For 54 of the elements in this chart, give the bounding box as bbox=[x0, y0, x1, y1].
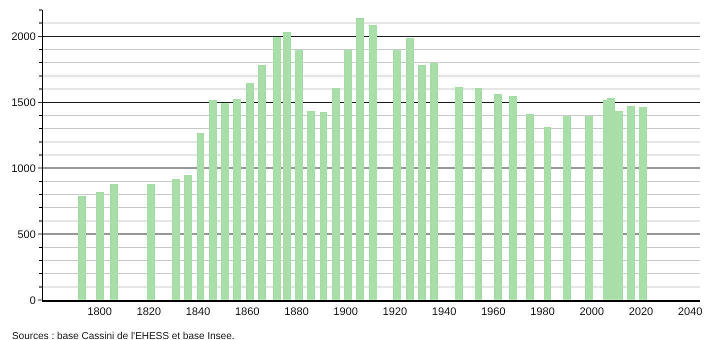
bar bbox=[430, 63, 438, 300]
x-tick-label: 1900 bbox=[333, 306, 358, 318]
x-tick-label: 1800 bbox=[87, 306, 112, 318]
y-tick-label: 1000 bbox=[11, 163, 36, 176]
bar bbox=[307, 111, 315, 300]
bar bbox=[475, 88, 482, 300]
bar bbox=[563, 116, 571, 300]
x-tick-label: 1960 bbox=[481, 306, 506, 318]
x-tick-label: 1820 bbox=[136, 306, 162, 318]
bar bbox=[455, 87, 463, 300]
bar bbox=[494, 94, 502, 300]
bar bbox=[585, 116, 593, 300]
x-tick-label: 1980 bbox=[530, 306, 555, 318]
bar bbox=[78, 196, 86, 300]
bar bbox=[627, 106, 635, 300]
x-tick-label: 1920 bbox=[382, 306, 408, 318]
x-tick-label: 1880 bbox=[284, 306, 309, 318]
x-tick-label: 1940 bbox=[432, 306, 456, 318]
bar bbox=[197, 133, 204, 300]
bar bbox=[418, 65, 426, 300]
bar bbox=[369, 25, 377, 300]
bar bbox=[356, 18, 364, 300]
bar bbox=[509, 96, 517, 300]
x-tick-label: 1840 bbox=[186, 306, 210, 318]
bar bbox=[172, 179, 180, 300]
bar bbox=[295, 50, 303, 300]
x-tick-label: 1860 bbox=[235, 306, 260, 318]
bar bbox=[393, 50, 401, 300]
bar bbox=[221, 103, 229, 300]
bar bbox=[184, 175, 192, 300]
bar bbox=[320, 112, 327, 300]
bar bbox=[147, 184, 155, 300]
bar bbox=[258, 65, 266, 300]
y-tick-label: 500 bbox=[17, 228, 36, 241]
bar bbox=[283, 32, 291, 300]
x-tick-label: 2020 bbox=[628, 306, 654, 318]
bar bbox=[110, 184, 118, 300]
bar bbox=[544, 127, 551, 300]
y-tick-label: 0 bbox=[30, 294, 36, 307]
bar bbox=[406, 38, 414, 300]
y-tick-label: 2000 bbox=[11, 31, 36, 44]
bar bbox=[209, 100, 217, 300]
source-note: Sources : base Cassini de l'EHESS et base Insee. bbox=[12, 331, 235, 340]
bar bbox=[639, 107, 647, 300]
bar bbox=[233, 99, 241, 300]
bar bbox=[344, 50, 352, 300]
bar bbox=[273, 37, 281, 300]
y-tick-label: 1500 bbox=[11, 97, 36, 110]
bar bbox=[526, 114, 534, 300]
bar bbox=[332, 88, 340, 300]
bar bbox=[96, 192, 104, 300]
x-tick-label: 2000 bbox=[579, 306, 604, 318]
bar bbox=[246, 83, 254, 300]
x-tick-label: 2040 bbox=[678, 306, 702, 318]
